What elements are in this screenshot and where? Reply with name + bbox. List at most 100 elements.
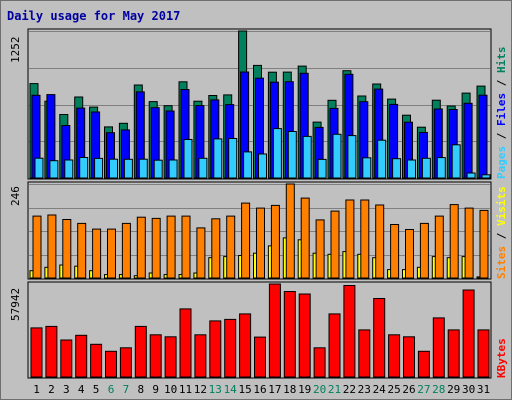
chart-title: Daily usage for May 2017 [7, 9, 180, 23]
top-bar-pages-day-10 [168, 159, 178, 179]
top-bar-pages-day-4 [79, 157, 89, 179]
bottom-bar-kbytes-day-18 [283, 291, 296, 378]
middle-bar-sites-day-4 [77, 222, 87, 279]
bottom-bar-kbytes-day-24 [373, 298, 386, 378]
day-label-14: 14 [224, 383, 238, 396]
middle-bar-sites-day-16 [256, 207, 265, 279]
bottom-bar-kbytes-day-1 [30, 327, 43, 378]
top-bar-pages-day-11 [183, 139, 193, 179]
middle-bar-sites-day-14 [226, 215, 236, 279]
bottom-bar-kbytes-day-29 [447, 329, 460, 378]
top-bar-pages-day-16 [258, 153, 267, 179]
bottom-bar-kbytes-day-5 [90, 343, 103, 378]
day-label-25: 25 [387, 383, 400, 396]
middle-bar-sites-day-24 [375, 204, 385, 279]
bottom-panel-legend: KBytes [495, 338, 508, 378]
middle-bar-sites-day-18 [285, 183, 295, 279]
bottom-bar-kbytes-day-25 [388, 334, 401, 378]
day-label-16: 16 [253, 383, 266, 396]
day-label-9: 9 [152, 383, 159, 396]
bottom-bar-kbytes-day-7 [119, 347, 132, 378]
day-label-26: 26 [402, 383, 415, 396]
middle-bar-sites-day-21 [330, 210, 340, 279]
middle-bar-sites-day-30 [464, 207, 474, 279]
top-bar-pages-day-13 [213, 138, 223, 179]
bottom-bar-kbytes-day-20 [313, 347, 326, 378]
top-bar-pages-day-23 [362, 157, 372, 179]
middle-bar-sites-day-29 [449, 204, 459, 279]
day-label-1: 1 [33, 383, 40, 396]
top-panel [27, 28, 492, 180]
bottom-bar-kbytes-day-6 [105, 350, 117, 378]
top-bar-pages-day-31 [481, 174, 491, 179]
day-label-8: 8 [137, 383, 144, 396]
bottom-bar-kbytes-day-12 [194, 334, 207, 378]
top-legend-part-4: Hits [495, 47, 508, 74]
middle-bar-sites-day-20 [315, 219, 325, 279]
day-label-13: 13 [209, 383, 222, 396]
day-label-3: 3 [63, 383, 70, 396]
day-label-6: 6 [108, 383, 115, 396]
middle-bar-sites-day-17 [270, 204, 280, 279]
top-bar-pages-day-18 [287, 131, 297, 179]
middle-bar-sites-day-10 [166, 215, 176, 279]
day-label-30: 30 [462, 383, 475, 396]
bottom-bar-kbytes-day-14 [224, 318, 237, 378]
middle-panel [27, 181, 492, 280]
middle-legend-part-1: / [495, 226, 508, 246]
top-bar-pages-day-26 [407, 159, 416, 179]
bottom-bar-kbytes-day-26 [403, 336, 415, 378]
top-panel-legend: Pages / Files / Hits [495, 47, 508, 180]
top-bar-pages-day-25 [392, 158, 402, 179]
bottom-bar-kbytes-day-28 [432, 317, 445, 378]
bottom-panel [27, 281, 492, 379]
middle-bar-sites-day-22 [345, 199, 355, 279]
middle-bar-sites-day-9 [151, 217, 161, 279]
top-legend-part-1: / [495, 126, 508, 146]
top-bar-pages-day-19 [302, 135, 312, 179]
middle-bar-sites-day-3 [62, 219, 72, 279]
top-bar-pages-day-8 [138, 158, 148, 179]
bottom-bar-kbytes-day-19 [298, 293, 311, 378]
day-label-23: 23 [358, 383, 371, 396]
middle-bar-sites-day-19 [300, 197, 310, 279]
bottom-bar-kbytes-day-17 [268, 283, 281, 378]
day-label-12: 12 [194, 383, 207, 396]
bottom-bar-kbytes-day-8 [134, 325, 147, 378]
day-label-28: 28 [432, 383, 445, 396]
middle-panel-max-label: 246 [9, 186, 22, 206]
top-bar-pages-day-21 [332, 133, 342, 179]
middle-legend-part-0: Sites [495, 246, 508, 279]
middle-bar-sites-day-2 [47, 214, 57, 279]
bottom-bar-kbytes-day-22 [343, 285, 356, 378]
middle-bar-sites-day-31 [479, 209, 489, 279]
top-bar-pages-day-28 [436, 157, 446, 179]
bottom-bar-kbytes-day-4 [75, 334, 88, 378]
middle-bar-sites-day-7 [121, 222, 131, 279]
middle-bar-sites-day-5 [92, 228, 102, 279]
day-label-2: 2 [48, 383, 55, 396]
middle-bar-sites-day-26 [405, 229, 414, 279]
day-label-20: 20 [313, 383, 326, 396]
middle-bar-sites-day-11 [181, 215, 191, 279]
top-panel-max-label: 1252 [9, 37, 22, 64]
day-label-21: 21 [328, 383, 341, 396]
top-bar-pages-day-17 [272, 128, 282, 179]
middle-bar-sites-day-23 [360, 199, 370, 279]
top-bar-pages-day-5 [94, 157, 104, 179]
top-bar-pages-day-6 [109, 158, 118, 179]
top-bar-pages-day-27 [421, 157, 431, 179]
day-label-27: 27 [417, 383, 430, 396]
day-label-15: 15 [238, 383, 251, 396]
middle-bar-sites-day-6 [107, 228, 116, 279]
top-bar-files-day-31 [478, 94, 488, 179]
top-legend-part-2: Files [495, 93, 508, 126]
day-label-22: 22 [343, 383, 356, 396]
middle-bar-sites-day-25 [390, 224, 400, 279]
day-axis-labels: 1 2 3 4 5 6 7 8 9 10 11 12 13 14 15 16 17 18 19 20 21 22 23 24 2… [33, 383, 490, 396]
middle-legend-part-2: Visits [495, 186, 508, 226]
bottom-bar-kbytes-day-13 [209, 320, 222, 378]
day-label-24: 24 [373, 383, 387, 396]
